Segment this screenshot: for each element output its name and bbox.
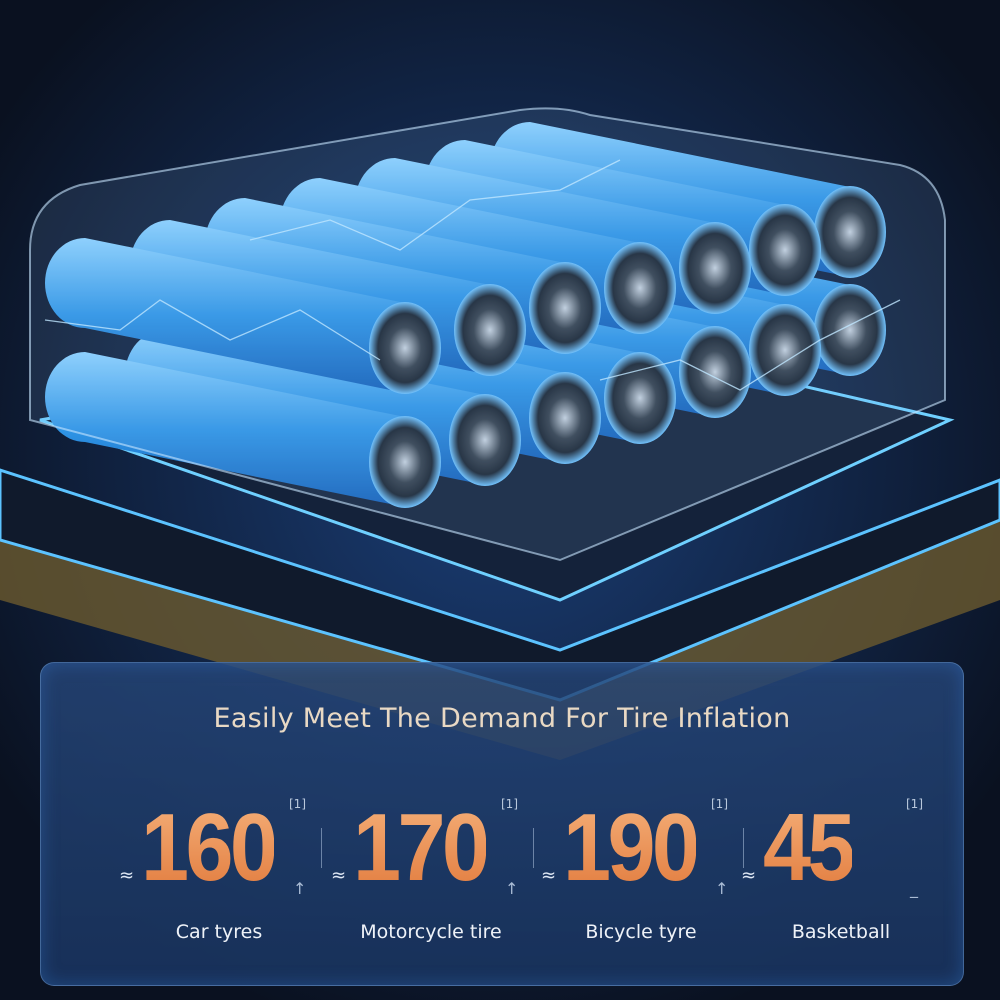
up-arrow-icon: ↑ (505, 879, 519, 898)
stat-bicycle-tyre: ≈ 190 [1] ↑ Bicycle tyre (541, 783, 741, 963)
headline: Easily Meet The Demand For Tire Inflatio… (213, 703, 791, 734)
chip-base (0, 468, 1000, 702)
battery-cell (45, 352, 441, 508)
footnote-ref: [1] (711, 797, 728, 811)
stat-label: Car tyres (175, 921, 263, 943)
footnote-ref: [1] (501, 797, 518, 811)
divider (533, 828, 534, 868)
footnote-ref: [1] (906, 797, 923, 811)
stat-value: 190 (563, 794, 700, 901)
stat-label: Bicycle tyre (585, 921, 697, 943)
battery-cell (45, 238, 441, 394)
footnote-ref: [1] (289, 797, 306, 811)
up-arrow-icon: ↑ (715, 879, 729, 898)
stat-value: 45 (763, 794, 855, 901)
divider (321, 828, 322, 868)
approx-symbol: ≈ (331, 865, 347, 886)
info-panel: Easily Meet The Demand For Tire Inflatio… (40, 662, 964, 986)
up-arrow-icon: ↑ (293, 879, 307, 898)
stat-value: 160 (141, 794, 278, 901)
divider (743, 828, 744, 868)
approx-symbol: ≈ (741, 865, 757, 886)
stat-basketball: ≈ 45 [1] _ Basketball (741, 783, 941, 963)
approx-symbol: ≈ (541, 865, 557, 886)
stat-car-tyres: ≈ 160 [1] ↑ Car tyres (119, 783, 319, 963)
approx-symbol: ≈ (119, 865, 135, 886)
stat-label: Motorcycle tire (360, 921, 502, 943)
stat-label: Basketball (791, 921, 891, 943)
glass-case (29, 107, 946, 562)
stat-motorcycle-tire: ≈ 170 [1] ↑ Motorcycle tire (331, 783, 531, 963)
stat-value: 170 (353, 794, 490, 901)
underscore-mark: _ (910, 879, 918, 898)
